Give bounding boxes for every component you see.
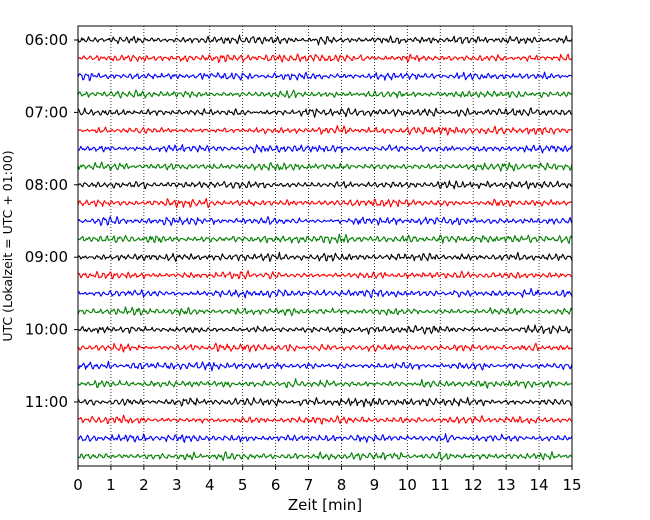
trace-0945 [77, 306, 573, 317]
x-tick-label: 1 [106, 476, 116, 494]
x-tick-label: 5 [238, 476, 248, 494]
x-axis-label: Zeit [min] [288, 496, 362, 514]
x-tick-label: 12 [464, 476, 483, 494]
y-tick-label: 10:00 [25, 321, 68, 339]
trace-1115 [77, 414, 573, 425]
trace-0630 [77, 71, 573, 82]
trace-1145 [77, 451, 573, 461]
trace-0730 [77, 144, 573, 154]
trace-0715 [77, 125, 573, 136]
trace-1030 [77, 360, 573, 372]
x-tick-label: 0 [73, 476, 83, 494]
x-tick-label: 4 [205, 476, 215, 494]
trace-0915 [77, 270, 573, 280]
y-tick-label: 07:00 [25, 103, 68, 121]
x-tick-label: 9 [370, 476, 380, 494]
trace-0800 [77, 180, 573, 190]
trace-1045 [77, 378, 573, 389]
x-tick-label: 6 [271, 476, 281, 494]
trace-1015 [77, 342, 573, 353]
trace-0600 [77, 34, 573, 46]
trace-1130 [77, 433, 573, 443]
trace-1000 [77, 324, 573, 335]
trace-0815 [77, 197, 573, 209]
y-tick-label: 08:00 [25, 176, 68, 194]
x-tick-label: 7 [304, 476, 314, 494]
x-tick-label: 15 [562, 476, 581, 494]
trace-0900 [77, 251, 573, 262]
x-tick-label: 13 [497, 476, 516, 494]
x-tick-label: 10 [398, 476, 417, 494]
trace-0615 [77, 53, 573, 64]
x-tick-label: 14 [530, 476, 549, 494]
y-tick-label: 11:00 [25, 393, 68, 411]
traces [77, 34, 573, 461]
trace-0700 [77, 107, 572, 118]
trace-0745 [77, 161, 573, 172]
trace-0930 [77, 287, 573, 299]
x-tick-label: 2 [139, 476, 149, 494]
x-axis: 0 1 2 3 4 5 6 7 8 9 10 11 12 13 14 15 [73, 466, 582, 494]
x-tick-label: 3 [172, 476, 182, 494]
y-tick-label: 09:00 [25, 248, 68, 266]
y-axis-label: UTC (Lokalzeit = UTC + 01:00) [0, 150, 15, 341]
plot-frame [77, 25, 573, 467]
y-tick-label: 06:00 [25, 31, 68, 49]
y-axis: 06:00 07:00 08:00 09:00 10:00 11:00 [25, 31, 78, 411]
trace-0645 [77, 89, 573, 99]
x-tick-label: 11 [431, 476, 450, 494]
x-tick-label: 8 [337, 476, 347, 494]
trace-1100 [77, 396, 573, 408]
trace-0830 [77, 215, 573, 227]
trace-0845 [77, 233, 573, 245]
